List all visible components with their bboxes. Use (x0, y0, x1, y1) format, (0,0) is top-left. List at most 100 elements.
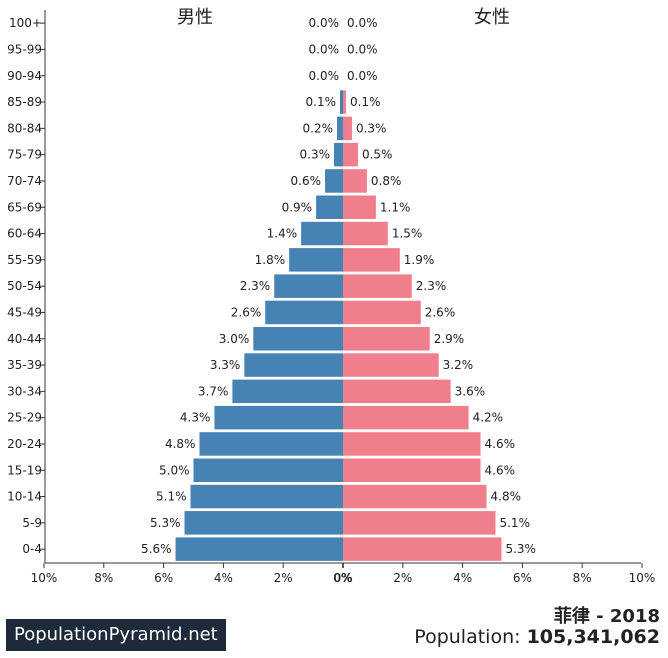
male-value-label: 4.8% (165, 437, 196, 451)
male-value-label: 5.0% (159, 463, 190, 477)
female-value-label: 0.3% (356, 121, 387, 135)
labels-layer: 100+ 0.0% 0.0% 95-99 0.0% 0.0% 90-94 0.0% 0.0% 85… (7, 16, 536, 556)
female-value-label: 0.5% (362, 148, 393, 162)
male-value-label: 0.9% (282, 200, 313, 214)
age-group-label: 30-34 (7, 384, 42, 398)
male-legend-label: 男性 (177, 7, 213, 28)
female-bar-75-79 (343, 142, 358, 167)
age-group-label: 85-89 (7, 95, 42, 109)
x-tick-label: 4% (214, 571, 233, 585)
age-group-label: 75-79 (7, 148, 42, 162)
male-bar-80-84 (337, 116, 343, 141)
male-value-label: 2.6% (231, 305, 262, 319)
male-value-label: 5.6% (141, 542, 172, 556)
female-value-label: 4.8% (491, 490, 522, 504)
x-tick-label: 0% (333, 571, 352, 585)
age-group-label: 20-24 (7, 437, 42, 451)
female-bar-40-44 (343, 327, 430, 351)
female-bar-30-34 (343, 379, 451, 404)
female-value-label: 4.2% (473, 411, 504, 425)
female-value-label: 5.3% (505, 542, 535, 556)
x-tick-label: 6% (513, 571, 532, 585)
female-value-label: 1.9% (404, 253, 435, 267)
male-bar-50-54 (274, 274, 343, 298)
age-group-label: 40-44 (7, 332, 42, 346)
age-group-label: 80-84 (7, 121, 42, 135)
female-bar-50-54 (343, 274, 412, 298)
female-value-label: 0.0% (347, 16, 378, 30)
x-tick-label: 2% (393, 571, 412, 585)
country-year-title: 菲律 - 2018 (553, 606, 660, 627)
female-value-label: 2.6% (425, 305, 456, 319)
female-bar-25-29 (343, 405, 469, 430)
female-bar-60-64 (343, 221, 388, 246)
x-tick-label: 2% (274, 571, 293, 585)
x-tick-label: 4% (453, 571, 472, 585)
x-tick-label: 10% (629, 571, 656, 585)
male-bar-5-9 (184, 511, 343, 535)
age-group-label: 10-14 (7, 490, 42, 504)
male-value-label: 0.6% (291, 174, 322, 188)
x-tick-label: 6% (154, 571, 173, 585)
female-value-label: 1.1% (380, 200, 411, 214)
male-bar-15-19 (193, 458, 343, 482)
male-value-label: 0.0% (309, 16, 340, 30)
site-logo[interactable]: PopulationPyramid.net (6, 619, 226, 651)
female-value-label: 4.6% (485, 463, 516, 477)
age-group-label: 95-99 (7, 42, 42, 56)
age-group-label: 35-39 (7, 358, 42, 372)
male-value-label: 1.4% (267, 227, 298, 241)
male-value-label: 3.0% (219, 332, 250, 346)
female-bar-45-49 (343, 300, 421, 325)
female-bar-20-24 (343, 432, 481, 456)
female-bar-5-9 (343, 511, 496, 535)
male-value-label: 0.0% (309, 69, 340, 83)
female-bar-55-59 (343, 248, 400, 272)
male-bar-25-29 (214, 405, 343, 430)
male-bar-40-44 (253, 327, 343, 351)
male-bar-20-24 (199, 432, 343, 456)
age-group-label: 90-94 (7, 69, 42, 83)
female-bar-70-74 (343, 169, 367, 193)
female-bar-15-19 (343, 458, 481, 482)
population-value: 105,341,062 (526, 626, 660, 648)
x-tick-label: 10% (31, 571, 58, 585)
population-line: Population: 105,341,062 (414, 626, 660, 648)
female-value-label: 3.2% (443, 358, 474, 372)
male-bar-10-14 (190, 484, 343, 509)
bars-layer (175, 90, 502, 561)
male-bar-55-59 (289, 248, 343, 272)
female-value-label: 1.5% (392, 227, 423, 241)
female-bar-0-4 (343, 537, 502, 561)
age-group-label: 100+ (9, 16, 42, 30)
population-label: Population: (414, 626, 521, 648)
male-bar-75-79 (334, 142, 343, 167)
male-value-label: 1.8% (255, 253, 286, 267)
population-pyramid-chart: 100+ 0.0% 0.0% 95-99 0.0% 0.0% 90-94 0.0% 0.0% 85… (7, 7, 656, 585)
male-bar-85-89 (340, 90, 343, 114)
age-group-label: 25-29 (7, 411, 42, 425)
male-bar-30-34 (232, 379, 343, 404)
female-value-label: 3.6% (455, 384, 486, 398)
male-value-label: 4.3% (180, 411, 211, 425)
age-group-label: 55-59 (7, 253, 42, 267)
age-group-label: 0-4 (22, 542, 42, 556)
female-bar-10-14 (343, 484, 487, 509)
age-group-label: 70-74 (7, 174, 42, 188)
female-legend-label: 女性 (474, 7, 510, 28)
male-bar-65-69 (316, 195, 343, 219)
x-tick-label: 8% (573, 571, 592, 585)
female-value-label: 2.3% (416, 279, 447, 293)
age-group-label: 15-19 (7, 463, 42, 477)
age-group-label: 5-9 (22, 516, 42, 530)
male-value-label: 0.0% (309, 42, 340, 56)
age-group-label: 45-49 (7, 305, 42, 319)
female-value-label: 0.8% (371, 174, 402, 188)
female-bar-35-39 (343, 353, 439, 377)
female-value-label: 0.0% (347, 69, 378, 83)
female-value-label: 0.1% (350, 95, 381, 109)
age-group-label: 60-64 (7, 227, 42, 241)
male-value-label: 5.3% (150, 516, 181, 530)
male-value-label: 5.1% (156, 490, 187, 504)
female-bar-80-84 (343, 116, 352, 141)
